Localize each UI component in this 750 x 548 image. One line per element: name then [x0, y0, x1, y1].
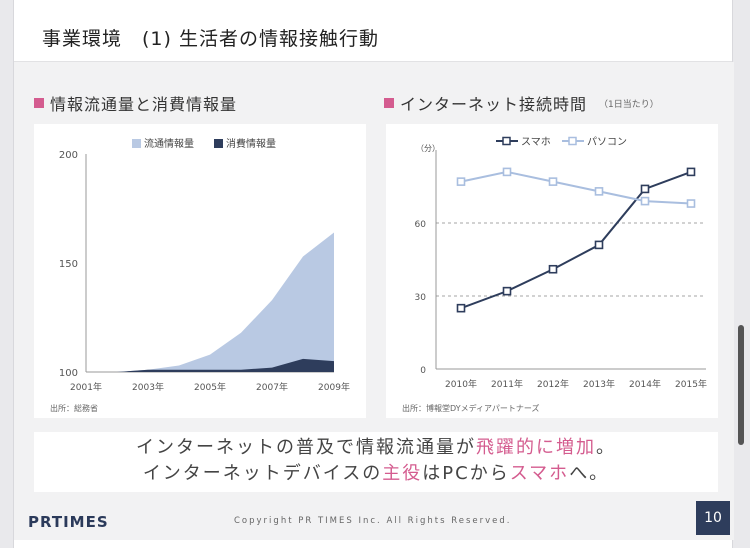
- area-series-2: [86, 358, 334, 372]
- y-tick-label: 200: [59, 150, 78, 161]
- line-chart: 0 30 60 （分） 2010年 2011年 2012年 2013年 2014年 2015年 スマ…: [402, 136, 707, 413]
- legend-label: スマホ: [521, 136, 551, 148]
- message-text: はPCから: [422, 463, 510, 484]
- page-title: 事業環境 (1) 生活者の情報接触行動: [14, 0, 732, 62]
- series-line-2: [460, 170, 692, 205]
- message-line-2: インターネットデバイスの主役はPCからスマホへ。: [34, 461, 718, 487]
- series-marker: [502, 286, 512, 296]
- series-line-1: [460, 170, 692, 310]
- x-tick-label: 2012年: [537, 378, 569, 390]
- x-tick-label: 2005年: [194, 381, 226, 393]
- legend-label: パソコン: [587, 136, 627, 148]
- area-series-1: [86, 232, 334, 372]
- x-tick-label: 2010年: [445, 378, 477, 390]
- series-marker: [456, 303, 466, 313]
- bullet-square-icon: [34, 98, 44, 108]
- message-text: インターネットの普及で情報流通量が: [136, 437, 476, 458]
- message-text: へ。: [569, 463, 610, 484]
- footer: PRTIMES Copyright PR TIMES Inc. All Righ…: [14, 501, 734, 539]
- summary-message: インターネットの普及で情報流通量が飛躍的に増加。 インターネットデバイスの主役は…: [34, 432, 718, 492]
- x-tick-label: 2001年: [70, 381, 102, 393]
- legend-marker: [568, 136, 577, 146]
- legend-marker: [502, 136, 511, 146]
- y-tick-label: 150: [59, 259, 78, 270]
- message-line-1: インターネットの普及で情報流通量が飛躍的に増加。: [34, 435, 718, 461]
- message-highlight: 主役: [382, 463, 423, 484]
- right-section-title: インターネット接続時間 （1日当たり）: [384, 91, 659, 115]
- series-marker: [640, 196, 650, 206]
- series-marker: [456, 177, 466, 186]
- legend-swatch: [132, 139, 141, 148]
- line-chart-panel: 0 30 60 （分） 2010年 2011年 2012年 2013年 2014年 2015年 スマ…: [386, 124, 718, 418]
- series-marker: [502, 167, 512, 177]
- slide: 事業環境 (1) 生活者の情報接触行動 情報流通量と消費情報量 インターネット接…: [13, 0, 734, 548]
- y-axis-label: （分）: [416, 144, 440, 153]
- series-marker: [686, 199, 696, 208]
- x-tick-label: 2009年: [318, 381, 350, 393]
- series-marker: [686, 167, 696, 177]
- x-tick-label: 2015年: [675, 378, 707, 390]
- area-chart-panel: 100 150 200 2001年 2003年 2005年 2007年 2009年 流通情報量 消…: [34, 124, 366, 418]
- legend-swatch: [214, 139, 223, 148]
- y-tick-label: 0: [420, 366, 426, 376]
- series-marker: [548, 177, 558, 186]
- x-tick-label: 2007年: [256, 381, 288, 393]
- copyright: Copyright PR TIMES Inc. All Rights Reser…: [234, 516, 512, 526]
- x-tick-label: 2003年: [132, 381, 164, 393]
- y-tick-label: 60: [415, 220, 427, 230]
- message-text: インターネットデバイスの: [142, 463, 383, 484]
- message-highlight: 飛躍的に増加: [476, 437, 596, 458]
- chart-source: 出所：博報堂DYメディアパートナーズ: [402, 403, 540, 413]
- slide-body: 情報流通量と消費情報量 インターネット接続時間 （1日当たり） 100 150 20…: [14, 62, 734, 540]
- right-section-label: インターネット接続時間: [400, 95, 588, 114]
- legend-label: 流通情報量: [144, 137, 194, 150]
- series-marker: [594, 240, 604, 250]
- message-highlight: スマホ: [509, 463, 570, 484]
- area-chart: 100 150 200 2001年 2003年 2005年 2007年 2009年 流通情報量 消…: [50, 137, 350, 413]
- series-marker: [548, 264, 558, 274]
- series-marker: [640, 184, 650, 194]
- left-section-label: 情報流通量と消費情報量: [50, 95, 238, 114]
- x-tick-label: 2014年: [629, 378, 661, 390]
- x-tick-label: 2011年: [491, 378, 523, 390]
- y-tick-label: 100: [59, 368, 78, 379]
- scrollbar-thumb[interactable]: [738, 325, 744, 445]
- legend-label: 消費情報量: [226, 137, 276, 150]
- right-section-subtitle: （1日当たり）: [599, 99, 659, 110]
- series-marker: [594, 187, 604, 196]
- message-text: 。: [596, 437, 616, 458]
- x-tick-label: 2013年: [583, 378, 615, 390]
- chart-source: 出所：総務省: [50, 403, 98, 413]
- y-tick-label: 30: [415, 293, 427, 303]
- pr-times-logo: PRTIMES: [28, 513, 109, 531]
- left-section-title: 情報流通量と消費情報量: [34, 91, 237, 115]
- page-number: 10: [696, 501, 730, 535]
- bullet-square-icon: [384, 98, 394, 108]
